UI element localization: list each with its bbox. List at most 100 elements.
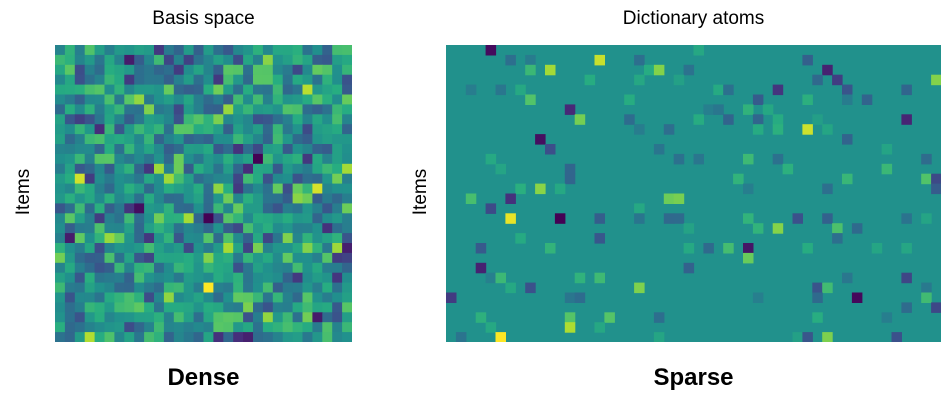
heatmap-cell <box>342 183 352 195</box>
heatmap-cell <box>163 104 175 115</box>
heatmap-cell <box>282 183 294 195</box>
heatmap-cell <box>253 84 264 96</box>
heatmap-cell <box>173 173 185 185</box>
heatmap-cell <box>243 153 254 165</box>
heatmap-cell <box>144 114 155 125</box>
heatmap-cell <box>262 104 274 115</box>
heatmap-cell <box>154 183 165 195</box>
heatmap-cell <box>272 223 284 234</box>
heatmap-cell <box>233 124 244 135</box>
heatmap-cell <box>703 243 714 254</box>
heatmap-cell <box>282 203 294 214</box>
heatmap-cell <box>144 282 155 294</box>
heatmap-cell <box>144 213 155 224</box>
heatmap-cell <box>842 94 853 105</box>
heatmap-cell <box>752 223 764 234</box>
heatmap-cell <box>94 144 106 155</box>
heatmap-cell <box>233 193 244 204</box>
heatmap-cell <box>322 282 333 294</box>
heatmap-cell <box>183 134 195 145</box>
heatmap-cell <box>272 104 284 115</box>
heatmap-cell <box>223 282 234 294</box>
heatmap-cell <box>634 124 645 135</box>
heatmap-cell <box>183 332 195 342</box>
heatmap-cell <box>332 153 343 165</box>
heatmap-cell <box>802 94 813 105</box>
heatmap-cell <box>213 173 224 185</box>
heatmap-cell <box>94 252 106 264</box>
heatmap-cell <box>124 262 135 274</box>
heatmap-cell <box>243 302 254 313</box>
heatmap-cell <box>104 183 115 195</box>
heatmap-cell <box>812 292 823 303</box>
heatmap-cell <box>342 332 352 342</box>
heatmap-cell <box>114 173 125 185</box>
heatmap-cell <box>871 243 883 254</box>
heatmap-cell <box>243 243 254 254</box>
heatmap-cell <box>74 64 86 76</box>
heatmap-cell <box>292 223 304 234</box>
heatmap-cell <box>74 114 86 125</box>
heatmap-cell <box>183 104 195 115</box>
heatmap-cell <box>223 203 234 214</box>
heatmap-cell <box>262 163 274 175</box>
heatmap-cell <box>802 243 813 254</box>
heatmap-cell <box>233 84 244 96</box>
heatmap-cell <box>183 312 195 323</box>
heatmap-cell <box>154 84 165 96</box>
heatmap-cell <box>292 233 304 244</box>
heatmap-cell <box>183 252 195 264</box>
heatmap-cell <box>272 233 284 244</box>
heatmap-cell <box>446 292 457 303</box>
heatmap-cell <box>772 124 784 135</box>
heatmap-cell <box>332 243 343 254</box>
heatmap-cell <box>302 233 313 244</box>
heatmap-cell <box>262 183 274 195</box>
heatmap-cell <box>663 213 675 224</box>
heatmap-cell <box>322 183 333 195</box>
heatmap-cell <box>332 193 343 204</box>
heatmap-cell <box>55 213 66 224</box>
heatmap-cell <box>243 45 254 56</box>
heatmap-cell <box>342 173 352 185</box>
heatmap-cell <box>332 54 343 66</box>
heatmap-cell <box>124 312 135 323</box>
heatmap-cell <box>743 183 754 195</box>
heatmap-cell <box>272 312 284 323</box>
heatmap-cell <box>253 74 264 86</box>
heatmap-cell <box>901 114 912 125</box>
heatmap-cell <box>302 173 313 185</box>
heatmap-cell <box>243 262 254 274</box>
heatmap-cell <box>104 292 115 303</box>
heatmap-cell <box>663 124 675 135</box>
heatmap-cell <box>173 54 185 66</box>
heatmap-cell <box>144 312 155 323</box>
heatmap-cell <box>752 94 764 105</box>
heatmap-cell <box>475 243 487 254</box>
heatmap-cell <box>94 124 106 135</box>
heatmap-cell <box>124 114 135 125</box>
heatmap-cell <box>253 183 264 195</box>
heatmap-cell <box>193 193 205 204</box>
heatmap-cell <box>233 114 244 125</box>
heatmap-cell <box>272 173 284 185</box>
heatmap-cell <box>535 134 546 145</box>
heatmap-cell <box>55 94 66 105</box>
heatmap-cell <box>342 64 352 76</box>
heatmap-cell <box>292 94 304 105</box>
heatmap-cell <box>213 45 224 56</box>
heatmap-cell <box>302 332 313 342</box>
heatmap-cell <box>55 114 66 125</box>
heatmap-cell <box>173 114 185 125</box>
heatmap-cell <box>163 262 175 274</box>
heatmap-cell <box>525 282 536 294</box>
heatmap-cell <box>84 104 96 115</box>
heatmap-cell <box>154 54 165 66</box>
heatmap-cell <box>84 54 96 66</box>
heatmap-cell <box>243 134 254 145</box>
heatmap-cell <box>243 104 254 115</box>
heatmap-cell <box>213 322 224 333</box>
heatmap-cell <box>262 74 274 86</box>
heatmap-cell <box>163 272 175 284</box>
heatmap-cell <box>64 252 76 264</box>
